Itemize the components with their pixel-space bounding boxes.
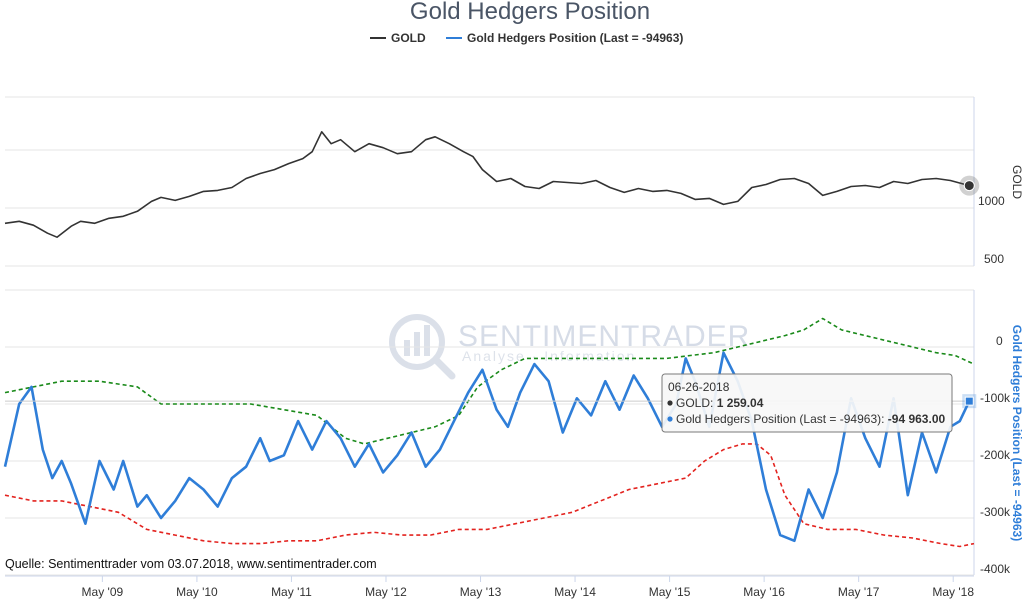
hedgers-tick-100k: -100k xyxy=(980,391,1011,405)
tooltip-gold-row: GOLD: 1 259.04 xyxy=(676,396,764,410)
tooltip-hedgers-value: -94 963.00 xyxy=(888,412,946,426)
x-tick-label: May '15 xyxy=(649,585,691,599)
upper-band-line xyxy=(4,317,975,445)
legend-item-gold[interactable]: GOLD xyxy=(370,31,426,45)
hedgers-tick-400k: -400k xyxy=(980,562,1011,576)
gold-tick-500: 500 xyxy=(984,252,1004,266)
tooltip-gold-label: GOLD: xyxy=(676,396,717,410)
hedgers-tick-0: 0 xyxy=(996,334,1003,348)
hedgers-panel: 0 -100k -200k -300k -400k Gold Hedgers P… xyxy=(3,289,1024,576)
hedgers-tick-200k: -200k xyxy=(980,448,1011,462)
gold-panel: 1000 500 GOLD xyxy=(4,96,1024,267)
tooltip-hedgers-row: Gold Hedgers Position (Last = -94963): -… xyxy=(676,412,945,426)
chart-title: Gold Hedgers Position xyxy=(410,0,650,25)
watermark-tagline: Analyse · Information xyxy=(462,348,636,364)
source-footer: Quelle: Sentimenttrader vom 03.07.2018, … xyxy=(5,557,377,571)
x-tick-label: May '13 xyxy=(460,585,502,599)
tooltip-gold-bullet xyxy=(667,400,673,406)
tooltip: 06-26-2018 GOLD: 1 259.04 Gold Hedgers P… xyxy=(661,373,953,433)
x-tick-label: May '10 xyxy=(176,585,218,599)
tooltip-hedgers-bullet xyxy=(667,416,673,422)
x-tick-label: May '12 xyxy=(365,585,407,599)
gold-tick-1000: 1000 xyxy=(978,194,1005,208)
legend-item-hedgers[interactable]: Gold Hedgers Position (Last = -94963) xyxy=(446,31,683,45)
x-tick-label: May '16 xyxy=(743,585,785,599)
tooltip-date: 06-26-2018 xyxy=(668,380,730,394)
tooltip-hedgers-label: Gold Hedgers Position (Last = -94963): xyxy=(676,412,888,426)
x-tick-label: May '18 xyxy=(932,585,974,599)
hedgers-tick-300k: -300k xyxy=(980,505,1011,519)
tooltip-gold-value: 1 259.04 xyxy=(717,396,764,410)
x-tick-label: May '09 xyxy=(82,585,124,599)
watermark-logo-icon xyxy=(389,314,456,380)
gold-axis-title: GOLD xyxy=(1010,165,1024,199)
x-tick-label: May '14 xyxy=(554,585,596,599)
x-tick-label: May '17 xyxy=(838,585,880,599)
x-axis: May '09 May '10 May '11 May '12 May '13 May '… xyxy=(5,575,974,599)
hedgers-axis-title: Gold Hedgers Position (Last = -94963) xyxy=(1010,325,1024,541)
tooltip-box xyxy=(661,373,953,433)
legend-label-hedgers: Gold Hedgers Position (Last = -94963) xyxy=(467,31,683,45)
lower-band-line xyxy=(4,443,975,548)
x-tick-label: May '11 xyxy=(271,585,312,599)
gold-series-line xyxy=(4,131,970,238)
legend-label-gold: GOLD xyxy=(391,31,426,45)
gold-hover-point[interactable] xyxy=(963,180,975,192)
hedgers-series-line xyxy=(3,351,971,543)
hedgers-hover-point[interactable] xyxy=(964,396,974,406)
legend[interactable]: GOLD Gold Hedgers Position (Last = -9496… xyxy=(370,31,683,45)
